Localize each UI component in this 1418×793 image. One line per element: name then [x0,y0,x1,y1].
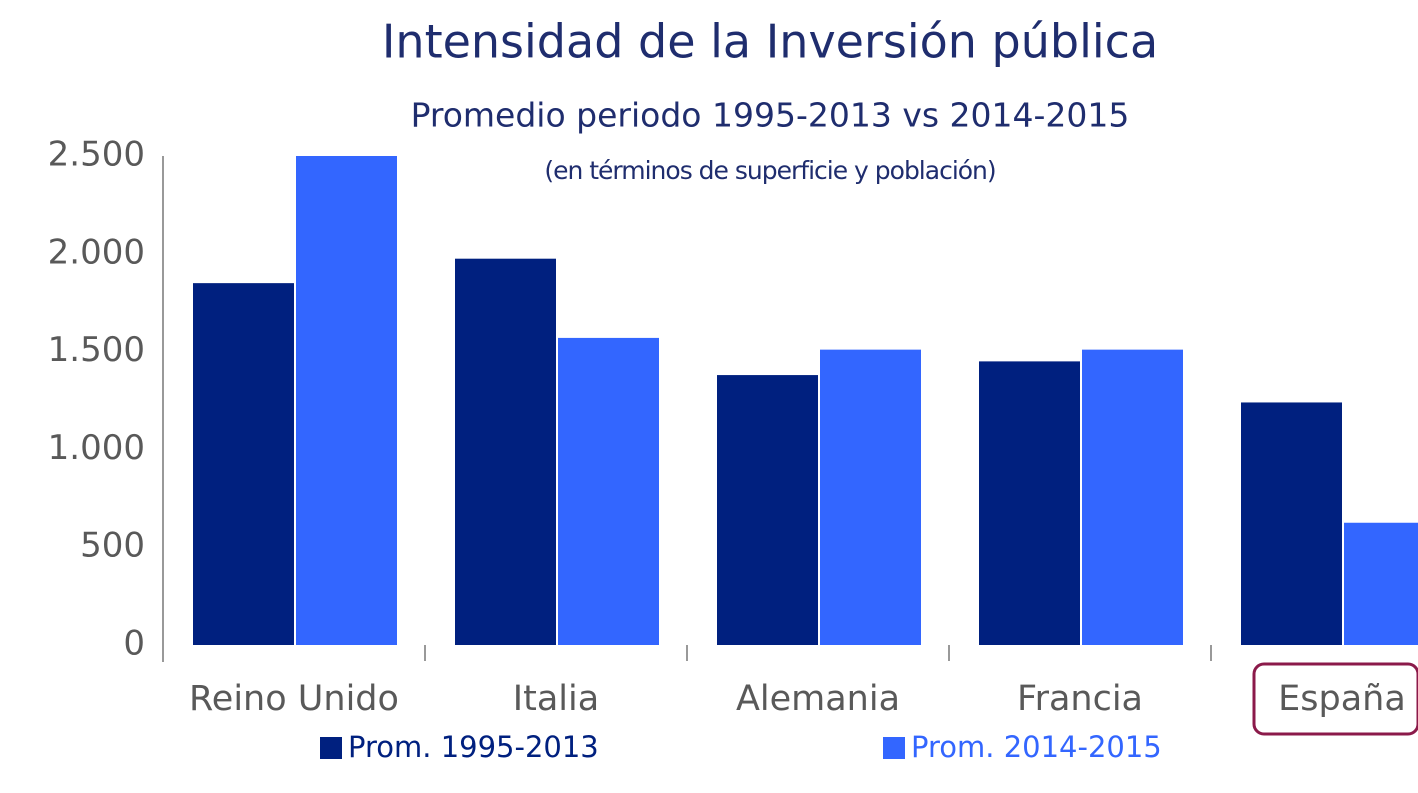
x-tick-label: España [1278,679,1406,719]
legend-swatch [883,737,905,759]
y-tick-label: 500 [80,526,145,566]
bar [1082,349,1183,645]
legend-label: Prom. 1995-2013 [348,730,599,764]
bar [455,258,556,645]
bar [1241,402,1342,645]
y-tick-label: 1.500 [48,330,145,370]
bar [558,337,659,645]
bar [820,349,921,645]
x-tick-label: Reino Unido [189,679,399,719]
bar [296,156,397,645]
legend-swatch [320,737,342,759]
x-tick-label: Alemania [736,679,900,719]
bar [1344,522,1418,645]
chart-title: Intensidad de la Inversión pública [382,15,1158,69]
legend-label: Prom. 2014-2015 [911,730,1162,764]
y-tick-label: 1.000 [48,428,145,468]
y-tick-label: 2.500 [48,135,145,175]
y-tick-label: 0 [123,624,145,664]
highlight-box [1252,662,1418,736]
x-tick-label: Francia [1017,679,1143,719]
bar [979,361,1080,645]
chart-note: (en términos de superficie y población) [544,156,995,185]
y-tick-label: 2.000 [48,232,145,272]
bar [193,283,294,645]
chart-subtitle: Promedio periodo 1995-2013 vs 2014-2015 [411,96,1130,135]
x-tick-label: Italia [513,679,599,719]
bar [717,375,818,645]
